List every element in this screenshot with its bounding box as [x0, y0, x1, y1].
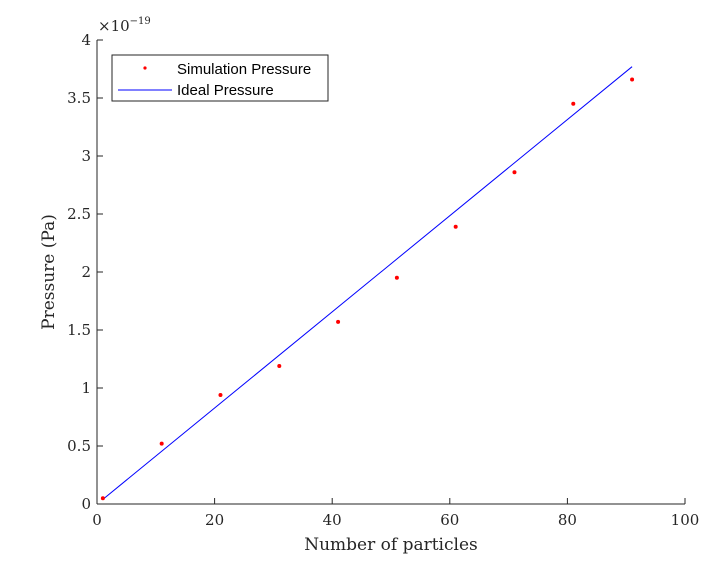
- x-tick-label: 40: [323, 511, 342, 529]
- legend: Simulation Pressure Ideal Pressure: [111, 54, 329, 102]
- y-ticks: 0 0.5 1 1.5 2 2.5 3 3.5 4: [67, 31, 103, 513]
- ideal-pressure-line: [102, 66, 633, 500]
- simulation-point: [512, 170, 517, 175]
- y-tick-label: 0.5: [67, 437, 91, 455]
- x-tick-label: 60: [440, 511, 459, 529]
- y-tick-label: 1: [81, 379, 91, 397]
- y-exponent-label: ×10−19: [98, 16, 151, 35]
- simulation-point: [100, 496, 105, 501]
- y-tick-label: 4: [81, 31, 91, 49]
- x-tick-label: 80: [558, 511, 577, 529]
- y-tick-label: 2.5: [67, 205, 91, 223]
- x-tick-label: 20: [205, 511, 224, 529]
- simulation-point: [218, 392, 223, 397]
- y-tick-label: 0: [81, 495, 91, 513]
- simulation-point: [571, 101, 576, 106]
- axes-box: [96, 40, 685, 505]
- y-tick-label: 2: [81, 263, 91, 281]
- x-tick-label: 100: [671, 511, 700, 529]
- legend-box: [111, 54, 329, 102]
- legend-marker-simulation: [143, 66, 147, 70]
- x-axis-label: Number of particles: [304, 535, 478, 555]
- simulation-point: [394, 275, 399, 280]
- simulation-point: [630, 77, 635, 82]
- x-tick-label: 0: [92, 511, 102, 529]
- simulation-point: [159, 441, 164, 446]
- y-tick-label: 3: [81, 147, 91, 165]
- x-ticks: 0 20 40 60 80 100: [92, 498, 699, 529]
- plot-area: [100, 66, 635, 501]
- y-tick-label: 1.5: [67, 321, 91, 339]
- legend-label-simulation: Simulation Pressure: [177, 61, 311, 78]
- simulation-point: [277, 363, 282, 368]
- y-tick-label: 3.5: [67, 89, 91, 107]
- simulation-point: [453, 224, 458, 229]
- simulation-point: [336, 319, 341, 324]
- legend-label-ideal: Ideal Pressure: [177, 82, 274, 99]
- y-axis-label: Pressure (Pa): [39, 214, 59, 330]
